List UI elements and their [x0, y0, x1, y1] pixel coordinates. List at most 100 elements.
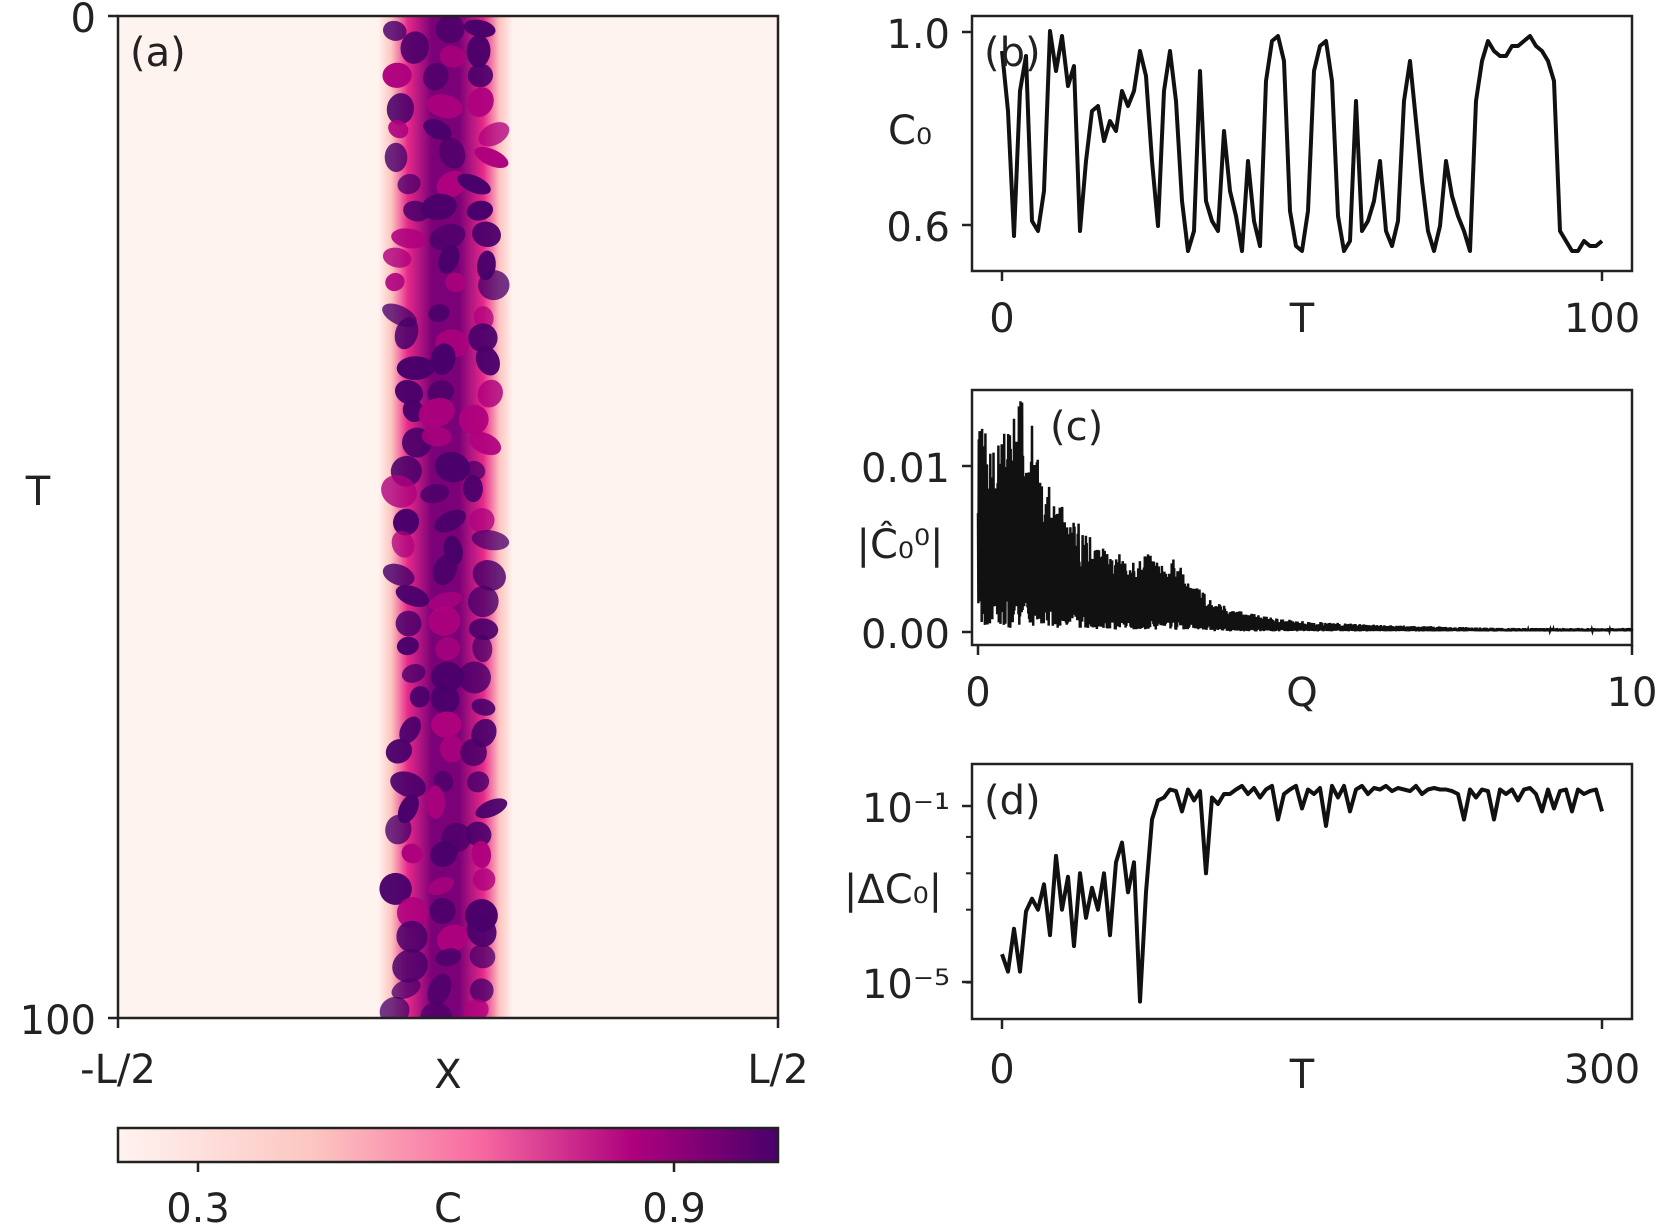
heatmap-blob: [381, 475, 417, 508]
spectrum-polyline: [976, 401, 1634, 636]
heatmap-blob: [457, 173, 491, 195]
heatmap-blob: [426, 785, 445, 819]
heatmap-blob: [427, 973, 452, 1006]
heatmap-blob: [396, 356, 435, 381]
heatmap-blob: [434, 451, 470, 483]
x-tick-a-right: L/2: [747, 1047, 808, 1093]
heatmap-blob: [466, 200, 494, 221]
heatmap-blob: [471, 840, 492, 869]
heatmap-blob: [382, 20, 407, 41]
heatmap-blob: [439, 735, 465, 763]
heatmap-blob: [433, 770, 454, 792]
y-tick-b-1: 1.0: [886, 12, 950, 58]
heatmap-blob: [475, 798, 508, 819]
heatmap-blob: [396, 897, 429, 929]
heatmap-blob: [435, 637, 461, 661]
heatmap-blob: [423, 62, 449, 91]
x-axis-label-b: T: [1289, 296, 1315, 342]
panel-label-d: (d): [984, 778, 1041, 824]
heatmap-blob: [430, 684, 460, 714]
heatmap-blob: [420, 1002, 452, 1018]
heatmap-blob: [382, 62, 412, 88]
heatmap-blob: [471, 698, 496, 716]
heatmap-blob: [468, 323, 498, 353]
heatmap-blob: [473, 306, 494, 330]
heatmap-blob: [385, 272, 405, 292]
spectrum-line: [976, 401, 1634, 636]
heatmap-blob: [469, 944, 496, 969]
heatmap-blob: [472, 868, 496, 891]
heatmap-blob: [391, 530, 415, 558]
panel-label-a: (a): [130, 30, 186, 76]
heatmap-blob: [478, 270, 510, 301]
heatmap-blob: [458, 404, 489, 435]
heatmap-blob: [421, 426, 452, 447]
y-tick-d-2: 10⁻⁵: [862, 962, 950, 1008]
panel-label-c: (c): [1050, 404, 1103, 450]
heatmap-blob: [420, 484, 450, 504]
heatmap-blob: [468, 431, 502, 456]
heatmap-blob: [472, 221, 501, 248]
heatmap-blob: [458, 661, 491, 694]
heatmap-blob: [467, 87, 494, 118]
heatmap-blob: [379, 872, 412, 905]
y-axis-label-c: |Ĉ₀⁰|: [857, 520, 944, 568]
panel-d: (d) 10⁻¹ 10⁻⁵ |ΔC₀| 0 300 T: [844, 762, 1640, 1098]
heatmap-blob: [391, 978, 421, 1000]
heatmap-blob: [467, 63, 494, 88]
heatmap-blob: [435, 948, 462, 967]
y-axis-label-a: T: [25, 469, 51, 515]
c0-time-series-line: [1000, 29, 1604, 253]
heatmap-blob: [386, 93, 415, 125]
heatmap-blob: [434, 509, 467, 533]
heatmap-blob: [396, 636, 419, 656]
plot-frame-b: [970, 14, 1634, 273]
y-tick-c-1: 0.01: [861, 446, 950, 492]
colorbar-tick-2: 0.9: [642, 1186, 706, 1227]
heatmap-blob: [438, 137, 466, 169]
heatmap-blob: [390, 771, 426, 798]
heatmap-blob: [475, 346, 500, 376]
heatmap-frame: [116, 14, 780, 1020]
heatmap-blob: [426, 94, 463, 119]
y-tick-a-top: 0: [71, 0, 96, 42]
heatmap-blob: [445, 272, 466, 293]
heatmap-blob: [468, 618, 499, 641]
heatmap-blob: [463, 999, 489, 1018]
heatmap-blob: [466, 34, 491, 68]
heatmap-blob: [393, 508, 420, 536]
heatmap-blob: [478, 122, 510, 147]
heatmap-blob: [382, 247, 412, 268]
x-tick-d-1: 0: [989, 1047, 1014, 1093]
heatmap-blob: [401, 843, 423, 864]
heatmap-blob: [463, 474, 483, 503]
x-tick-c-2: 10: [1607, 670, 1658, 716]
panel-c: (c) 0.01 0.00 |Ĉ₀⁰| 0 10 Q: [857, 388, 1658, 716]
y-axis-label-b: C₀: [888, 108, 932, 154]
heatmap-blob: [428, 304, 450, 322]
heatmap-blob: [396, 920, 428, 953]
heatmap-blob: [438, 244, 460, 274]
y-tick-b-2: 0.6: [886, 205, 950, 251]
heatmap-blob: [465, 821, 492, 847]
heatmap-blobs: [379, 16, 510, 1018]
heatmap-blob: [468, 507, 495, 533]
heatmap-blob: [460, 738, 487, 767]
heatmap-blob: [469, 978, 494, 1003]
heatmap-blob: [427, 876, 454, 896]
heatmap-blob: [429, 897, 456, 925]
x-axis-label-c: Q: [1286, 670, 1317, 716]
heatmap-blob: [467, 585, 499, 618]
heatmap-blob: [466, 771, 490, 793]
heatmap-blob: [439, 45, 465, 68]
heatmap-blob: [409, 686, 431, 708]
heatmap-blob: [428, 606, 461, 636]
x-tick-c-1: 0: [965, 670, 990, 716]
heatmap-blob: [464, 460, 486, 480]
heatmap-blob: [379, 996, 410, 1018]
heatmap-blob: [437, 924, 468, 953]
heatmap-blob: [400, 31, 429, 64]
heatmap-blob: [395, 610, 422, 637]
heatmap-blob: [399, 716, 421, 744]
